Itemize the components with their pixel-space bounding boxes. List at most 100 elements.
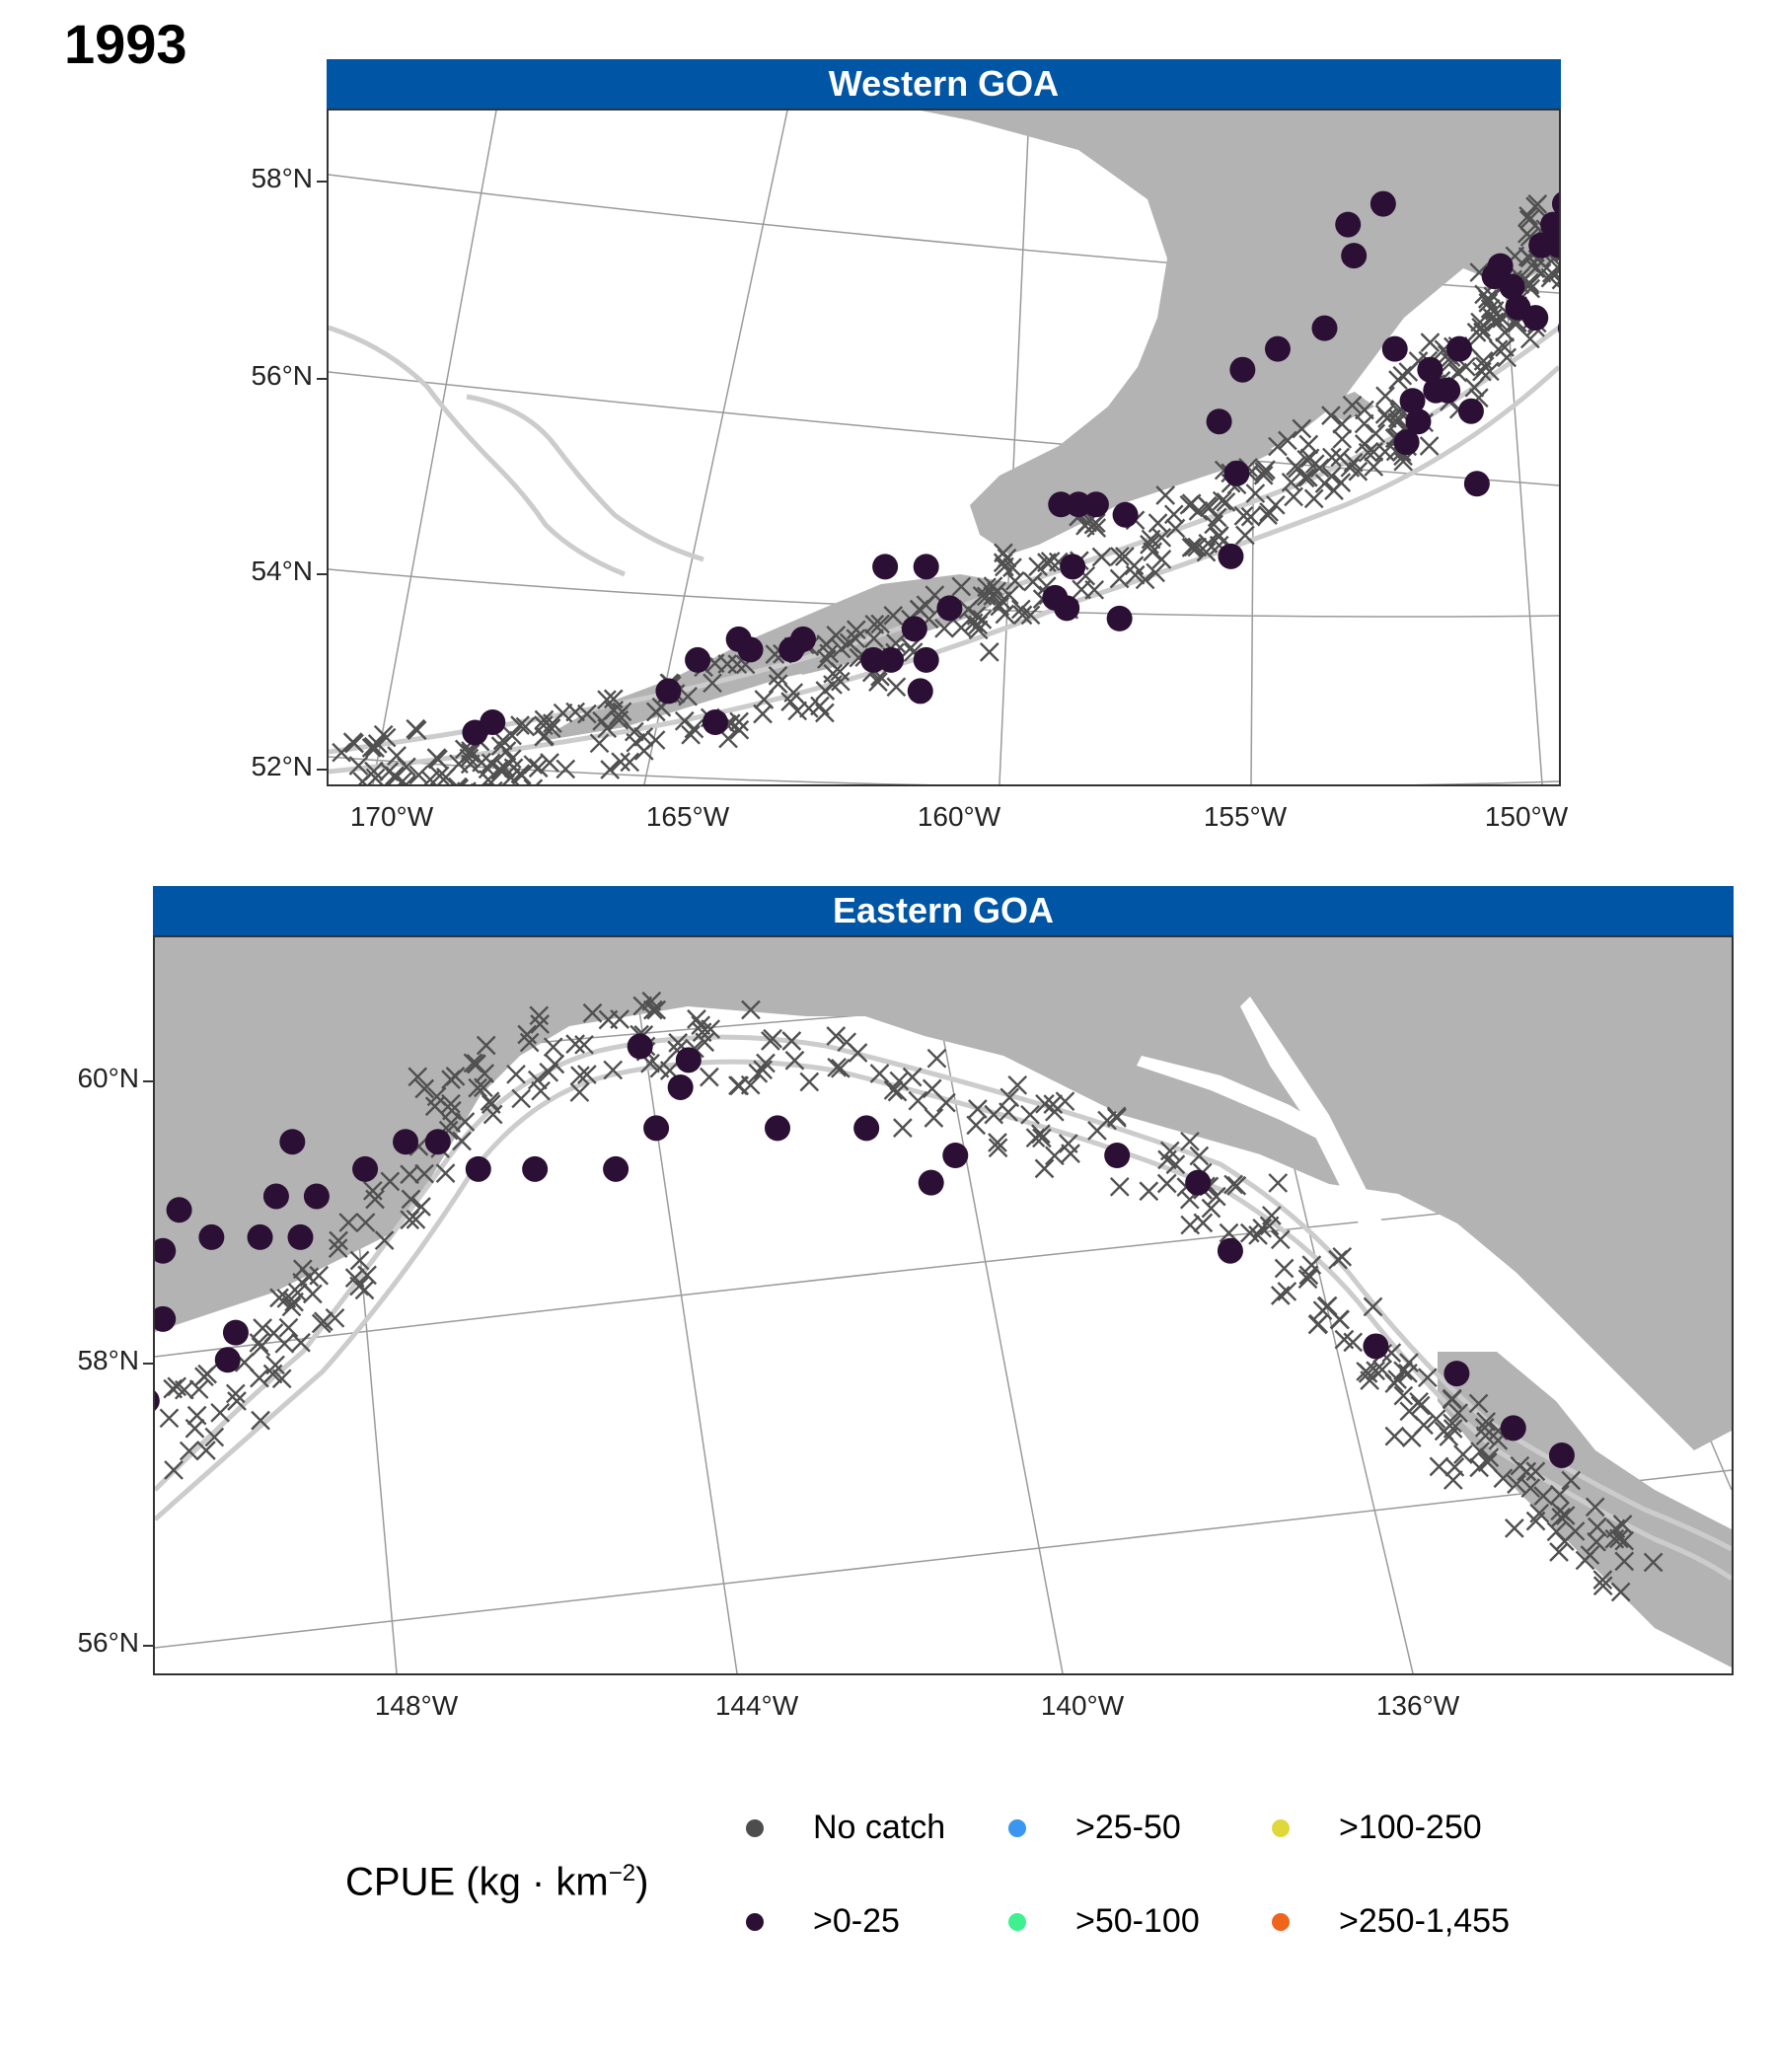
no-catch-marker [1392,365,1413,386]
map-panel-western[interactable] [327,109,1561,786]
no-catch-marker [1363,1296,1383,1317]
no-catch-marker [784,1050,805,1071]
no-catch-marker [968,1099,988,1119]
no-catch-marker [729,719,750,740]
no-catch-marker [1292,418,1312,439]
legend-label-25-50: >25-50 [1075,1809,1181,1846]
no-catch-marker [167,1376,187,1397]
catch-marker-0-25 [1106,605,1133,631]
no-catch-marker [902,1067,923,1087]
catch-marker-0-25 [198,1223,225,1250]
no-catch-marker [1281,472,1301,492]
catch-marker-0-25 [1405,408,1432,435]
no-catch-marker [250,1368,269,1388]
legend-swatch [1272,1913,1290,1931]
no-catch-marker [577,703,597,724]
no-catch-marker [1268,436,1288,457]
no-catch-marker [1258,505,1278,526]
no-catch-marker [1277,1282,1297,1301]
no-catch-marker [249,1333,269,1353]
catch-marker-0-25 [603,1155,629,1182]
no-catch-marker [365,1189,385,1210]
no-catch-marker [452,1131,472,1151]
y-tick [143,1080,153,1082]
no-catch-marker [365,768,386,784]
no-catch-marker [428,749,448,770]
no-catch-marker [966,606,987,626]
no-catch-marker [642,999,663,1020]
no-catch-marker [1253,465,1274,485]
no-catch-marker [1525,1461,1546,1482]
no-catch-marker [1366,1361,1385,1381]
legend-label-100-250: >100-250 [1339,1809,1482,1846]
no-catch-marker [511,1088,532,1109]
no-catch-marker [1592,1576,1613,1596]
catch-marker-0-25 [1104,1143,1131,1169]
no-catch-marker [481,753,501,774]
catch-marker-0-25 [1446,335,1473,362]
no-catch-marker [543,1037,563,1058]
catch-marker-0-25 [1435,377,1461,404]
catch-marker-0-25 [155,1305,177,1332]
land-islands [792,392,1374,675]
no-catch-marker [1206,1186,1226,1207]
no-catch-marker [476,1035,496,1056]
no-catch-marker [848,1043,868,1063]
isobaths-western [329,325,1559,775]
catch-marker-0-25 [643,1115,670,1142]
catch-marker-0-25 [1054,595,1080,622]
no-catch-marker [761,1031,780,1051]
catch-marker-0-25 [1417,356,1443,383]
legend-swatch [746,1913,764,1931]
catch-marker-0-25 [1335,211,1362,238]
no-catch-marker [831,671,851,692]
no-catch-marker [164,1460,184,1480]
no-catch-marker [1549,1542,1569,1562]
no-catch-marker [441,1070,461,1090]
no-catch-marker [681,724,701,745]
no-catch-marker [674,710,695,731]
no-catch-marker [1032,1128,1052,1148]
no-catch-marker [519,1032,540,1053]
no-catch-marker [868,672,888,693]
no-catch-marker [1007,1074,1028,1095]
catch-marker-0-25 [1540,211,1559,238]
no-catch-marker [361,738,382,758]
no-catch-marker [600,760,621,779]
no-catch-marker [1520,1478,1541,1499]
no-catch-marker [481,1094,501,1114]
no-catch-marker [1414,1415,1434,1436]
no-catch-marker [1592,1570,1613,1590]
catch-marker-0-25 [352,1155,379,1182]
no-catch-marker [1303,488,1324,509]
no-catch-marker [620,752,640,773]
catch-marker-0-25 [1557,323,1559,333]
no-catch-marker [678,686,698,706]
no-catch-marker [1442,1388,1462,1409]
y-tick-label: 54°N [251,555,313,586]
no-catch-marker [632,996,653,1016]
no-catch-marker [1233,506,1254,526]
no-catch-marker [976,586,997,607]
catch-marker-0-25 [789,626,816,652]
no-catch-marker [1245,483,1266,503]
no-catch-marker [179,1441,199,1461]
no-catch-marker [1163,504,1184,525]
catch-marker-0-25 [1463,471,1490,497]
no-catch-marker [988,1138,1008,1158]
no-catch-marker [529,1005,550,1026]
no-catch-marker [1180,1131,1200,1151]
no-catch-marker [1493,1468,1514,1489]
no-catch-marker [1468,1393,1489,1414]
no-catch-marker [474,1077,493,1098]
catch-marker-0-25 [1066,491,1092,518]
map-panel-eastern[interactable] [153,935,1734,1675]
no-catch-marker [1366,423,1386,444]
catch-marker-0-25 [1522,305,1549,332]
no-catch-marker [515,716,536,737]
no-catch-marker [435,1163,456,1183]
no-catch-marker [569,1082,590,1102]
no-catch-marker [740,1074,761,1095]
no-catch-marker [1286,456,1305,477]
no-catch-marker [1587,1531,1606,1552]
